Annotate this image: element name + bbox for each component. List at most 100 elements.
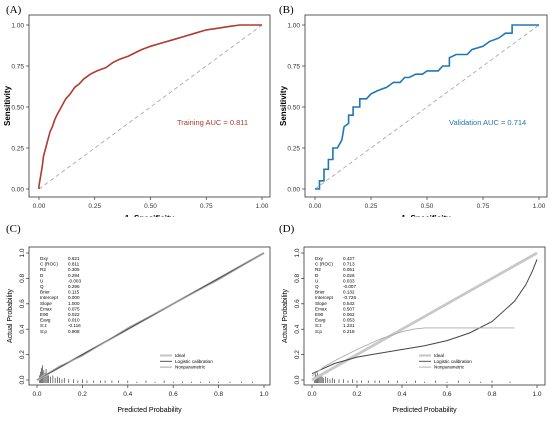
stat-value: 0.908 xyxy=(68,329,80,334)
stat-value: 0.218 xyxy=(343,329,355,334)
stat-value: 0.132 xyxy=(343,290,355,295)
panel-label: (C) xyxy=(6,223,21,235)
stat-value: 0.115 xyxy=(68,290,80,295)
stat-name: Dxy xyxy=(315,256,324,261)
y-tick-label: 0.2 xyxy=(294,350,301,359)
panel-a: (A) 0.00 0.25 0.50 0.75 1.00 0.00 0.25 0.50 0.75… xyxy=(0,0,275,217)
legend-label: Nonparametric xyxy=(434,365,465,370)
stat-name: C (ROC) xyxy=(40,262,58,267)
roc-chart-training: 0.00 0.25 0.50 0.75 1.00 0.00 0.25 0.50 0.75 1.00… xyxy=(3,14,271,217)
stat-name: Intercept xyxy=(315,295,334,300)
roc-chart-validation: 0.00 0.25 0.50 0.75 1.00 0.00 0.25 0.50 0.75 1.00… xyxy=(279,14,548,217)
stat-name: E90 xyxy=(315,312,324,317)
stat-value: -0.003 xyxy=(68,278,81,283)
panel-label: (A) xyxy=(6,4,22,16)
x-tick-label: 0.00 xyxy=(309,203,322,210)
stat-value: 0.427 xyxy=(343,256,355,261)
y-tick-label: 0.25 xyxy=(287,145,300,152)
stat-name: Q xyxy=(40,284,44,289)
legend-label: Ideal xyxy=(434,353,444,358)
x-tick-label: 0.25 xyxy=(88,203,101,210)
stat-name: R2 xyxy=(40,267,46,272)
stat-value: 0.305 xyxy=(68,267,80,272)
stat-value: 0.053 xyxy=(343,318,355,323)
stat-value: -0.116 xyxy=(68,323,81,328)
x-tick-label: 0.50 xyxy=(421,203,434,210)
stat-value: 0.294 xyxy=(68,273,80,278)
x-axis-label: Predicted Probability xyxy=(117,407,182,414)
plot-frame xyxy=(304,14,548,198)
y-tick-label: 0.75 xyxy=(287,63,300,70)
stat-value: 0.296 xyxy=(68,284,80,289)
stat-name: U xyxy=(40,278,43,283)
stat-value: 0.542 xyxy=(343,301,355,306)
stat-name: Eavg xyxy=(315,318,326,323)
panel-c: (C) 0.0 0.2 0.4 0.6 0.8 1.0 0.0 0.2 0.4 0.6 0.8 1.0… xyxy=(0,217,275,434)
y-axis-label: Actual Probability xyxy=(282,288,289,343)
stat-value: -0.726 xyxy=(343,295,356,300)
x-tick-label: 0.75 xyxy=(477,203,490,210)
stat-name: Slope xyxy=(315,301,327,306)
stat-name: S:p xyxy=(40,329,47,334)
x-tick-label: 0.8 xyxy=(487,391,496,398)
roc-curve xyxy=(315,24,539,190)
stat-value: 0.010 xyxy=(68,318,80,323)
stat-name: E90 xyxy=(40,312,49,317)
stat-value: -0.007 xyxy=(343,284,356,289)
y-tick-label: 1.0 xyxy=(294,248,301,257)
y-tick-label: 1.0 xyxy=(19,248,26,257)
y-tick-label: 0.6 xyxy=(19,299,26,308)
stat-value: 0.033 xyxy=(343,278,355,283)
stat-name: S:p xyxy=(315,329,322,334)
y-axis-label: Sensitivity xyxy=(279,85,288,126)
x-tick-label: 0.00 xyxy=(33,203,46,210)
stat-name: D xyxy=(315,273,319,278)
stat-value: 0.811 xyxy=(68,262,80,267)
stat-value: 0.022 xyxy=(68,312,80,317)
y-tick-label: 0.2 xyxy=(19,350,26,359)
y-tick-label: 0.4 xyxy=(19,324,26,333)
stat-name: Emax xyxy=(40,306,52,311)
panel-b: (B) 0.00 0.25 0.50 0.75 1.00 0.00 0.25 0.50 0.75… xyxy=(275,0,550,217)
series-line-nonparametric xyxy=(311,327,515,377)
stat-name: S:z xyxy=(40,323,47,328)
calibration-chart-training: 0.0 0.2 0.4 0.6 0.8 1.0 0.0 0.2 0.4 0.6 0.8 1.0 Pred… xyxy=(7,246,271,414)
stat-name: Slope xyxy=(40,301,52,306)
y-tick-label: 0.0 xyxy=(19,375,26,384)
roc-curve xyxy=(38,24,262,189)
stat-value: 1.231 xyxy=(343,323,355,328)
x-tick-label: 0.25 xyxy=(365,203,378,210)
stat-name: S:z xyxy=(315,323,322,328)
stat-name: U xyxy=(315,278,318,283)
calibration-chart-validation: 0.0 0.2 0.4 0.6 0.8 1.0 0.0 0.2 0.4 0.6 0.8 1.0 Pred… xyxy=(282,246,546,414)
y-tick-label: 0.50 xyxy=(11,104,24,111)
stat-value: 0.026 xyxy=(343,273,355,278)
y-tick-label: 0.8 xyxy=(294,274,301,283)
stat-value: 0.062 xyxy=(343,312,355,317)
stat-name: Dxy xyxy=(40,256,49,261)
stat-name: Intercept xyxy=(40,295,59,300)
y-tick-label: 0.00 xyxy=(287,186,300,193)
y-tick-label: 0.75 xyxy=(11,63,24,70)
y-tick-label: 1.00 xyxy=(287,22,300,29)
x-tick-label: 0.4 xyxy=(397,391,406,398)
x-tick-label: 0.6 xyxy=(442,391,451,398)
x-tick-label: 0.4 xyxy=(123,391,132,398)
stat-value: 0.051 xyxy=(343,267,355,272)
stat-name: Q xyxy=(315,284,319,289)
stat-name: Emax xyxy=(315,306,327,311)
y-tick-label: 0.8 xyxy=(19,274,26,283)
y-axis-label: Actual Probability xyxy=(7,288,14,343)
stat-value: 1.000 xyxy=(68,301,80,306)
y-tick-label: 0.6 xyxy=(294,299,301,308)
x-tick-label: 0.8 xyxy=(214,391,223,398)
x-tick-label: 1.0 xyxy=(259,391,268,398)
stat-name: R2 xyxy=(315,267,321,272)
legend-label: Logistic calibration xyxy=(175,359,213,364)
y-tick-label: 0.0 xyxy=(294,375,301,384)
x-tick-label: 0.0 xyxy=(307,391,316,398)
stat-value: 0.621 xyxy=(68,256,80,261)
stat-name: Brier xyxy=(40,290,50,295)
stat-name: Eavg xyxy=(40,318,51,323)
stat-value: 0.000 xyxy=(68,295,80,300)
